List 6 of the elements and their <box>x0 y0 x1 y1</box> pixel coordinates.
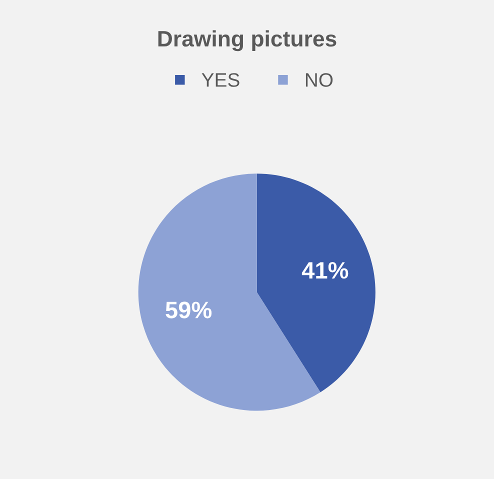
pie-slice <box>256 174 376 392</box>
chart-title: Drawing pictures <box>158 30 336 52</box>
legend-label: NO <box>306 73 333 87</box>
data-label: 41% <box>302 262 348 279</box>
legend-label: YES <box>202 73 240 87</box>
data-label: 59% <box>166 302 212 318</box>
